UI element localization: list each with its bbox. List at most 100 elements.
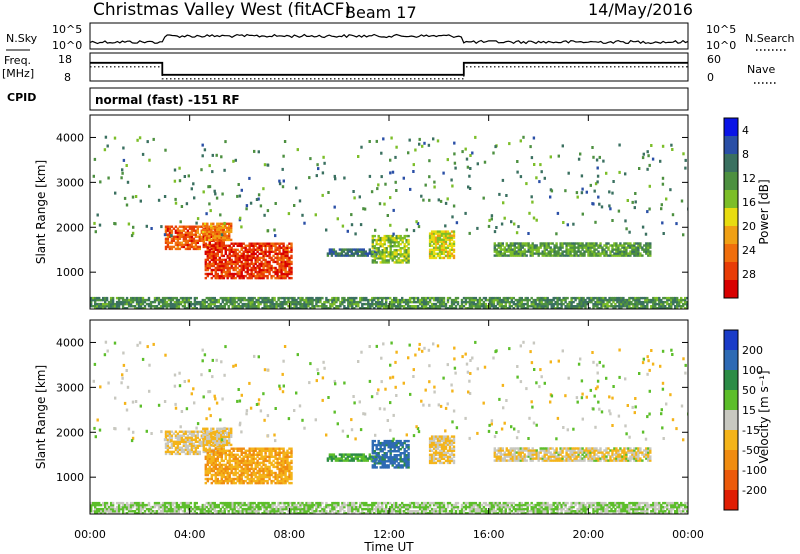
- velocity-cell: [230, 463, 233, 467]
- power-cell: [163, 298, 167, 302]
- power-cell: [326, 252, 330, 255]
- power-cell: [517, 244, 520, 247]
- power-cell: [595, 158, 599, 162]
- power-cell: [405, 238, 408, 242]
- velocity-cell: [346, 459, 349, 462]
- power-cell: [360, 252, 363, 255]
- power-cell: [349, 300, 352, 304]
- power-cell: [612, 296, 615, 300]
- power-cell: [430, 296, 434, 300]
- power-cell: [238, 254, 241, 258]
- power-cell: [434, 248, 438, 252]
- power-cell: [594, 300, 597, 304]
- power-cell: [192, 229, 196, 232]
- power-cell: [508, 302, 511, 306]
- velocity-cell: [405, 450, 408, 453]
- velocity-cell: [250, 471, 253, 475]
- power-cell: [188, 237, 192, 241]
- power-cell: [135, 296, 139, 300]
- power-cell: [262, 268, 265, 272]
- velocity-cell: [220, 465, 223, 469]
- power-cell: [654, 302, 657, 306]
- power-cell: [170, 247, 174, 251]
- power-cell: [258, 246, 261, 250]
- power-cell: [528, 211, 531, 215]
- velocity-cell: [401, 464, 404, 467]
- power-cell: [454, 300, 458, 304]
- velocity-cell: [268, 473, 271, 477]
- power-cell: [353, 298, 356, 302]
- power-cell: [508, 296, 511, 300]
- power-cell: [202, 222, 205, 226]
- power-cell: [211, 153, 214, 157]
- power-cell: [226, 256, 229, 260]
- power-cell: [539, 163, 542, 167]
- power-cell: [131, 195, 135, 199]
- velocity-cell: [224, 431, 227, 435]
- power-cell: [218, 256, 221, 260]
- power-colorbar-tick: 20: [742, 220, 756, 233]
- velocity-cell: [220, 455, 223, 459]
- power-cell: [188, 235, 192, 239]
- power-cell: [205, 305, 208, 308]
- power-cell: [222, 230, 225, 234]
- power-cell: [546, 307, 549, 309]
- velocity-cell: [407, 458, 410, 461]
- power-cell: [517, 254, 520, 257]
- power-cell: [446, 158, 449, 162]
- power-cell: [211, 307, 214, 309]
- power-cell: [232, 260, 235, 264]
- power-cell: [264, 262, 267, 266]
- power-cell: [117, 307, 121, 309]
- power-cell: [631, 244, 634, 247]
- power-cell: [250, 274, 253, 278]
- power-cell: [270, 268, 273, 272]
- power-cell: [183, 300, 187, 304]
- power-cell: [438, 250, 442, 254]
- power-cell: [194, 243, 198, 247]
- velocity-cell: [387, 464, 390, 467]
- power-cell: [265, 296, 268, 300]
- velocity-cell: [286, 477, 289, 481]
- power-cell: [220, 230, 223, 234]
- power-cell: [228, 270, 231, 274]
- power-cell: [201, 143, 204, 147]
- power-cell: [597, 250, 600, 253]
- velocity-cell: [383, 456, 386, 459]
- velocity-cell: [262, 447, 265, 450]
- power-cell: [414, 148, 417, 152]
- power-cell: [569, 242, 572, 245]
- power-cell: [255, 298, 258, 302]
- velocity-cell: [208, 443, 211, 447]
- velocity-cell: [405, 464, 408, 467]
- velocity-cell: [208, 430, 211, 433]
- power-cell: [256, 254, 259, 258]
- power-cell: [543, 250, 546, 253]
- power-cell: [123, 298, 127, 302]
- velocity-cell: [206, 459, 209, 463]
- power-cell: [161, 305, 165, 308]
- velocity-cell: [216, 471, 219, 475]
- velocity-cell: [278, 479, 281, 483]
- power-cell: [557, 246, 560, 249]
- power-cell: [262, 264, 265, 268]
- power-cell: [237, 296, 240, 300]
- power-cell: [414, 307, 418, 309]
- power-cell: [478, 298, 482, 302]
- power-cell: [580, 305, 583, 308]
- power-cell: [666, 298, 669, 302]
- power-cell: [531, 252, 534, 255]
- power-cell: [264, 264, 267, 268]
- velocity-cell: [252, 451, 255, 455]
- power-cell: [224, 238, 227, 242]
- power-cell: [448, 254, 452, 258]
- power-cell: [408, 307, 412, 309]
- power-cell: [535, 218, 538, 222]
- power-cell: [317, 300, 320, 304]
- velocity-cell: [383, 462, 386, 465]
- power-cell: [280, 256, 283, 260]
- power-cell: [198, 237, 201, 241]
- power-cell: [290, 242, 293, 245]
- power-cell: [381, 257, 384, 260]
- power-cell: [216, 274, 219, 278]
